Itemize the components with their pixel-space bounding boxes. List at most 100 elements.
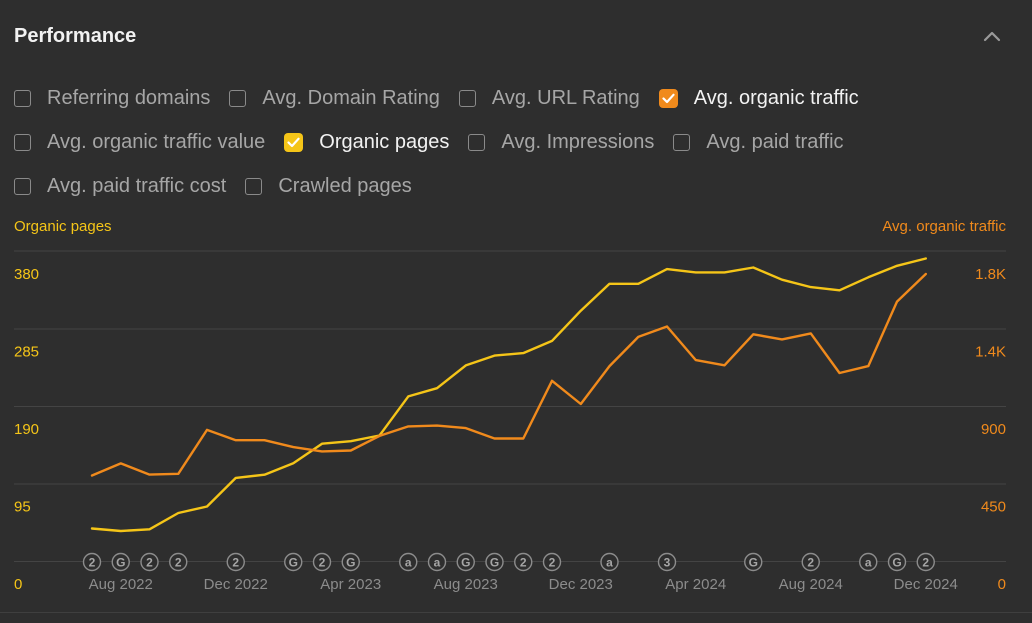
annotation-symbol: 3 xyxy=(664,556,671,570)
metric-checkbox-group: Referring domains Avg. Domain Rating Avg. … xyxy=(14,76,878,208)
metric-checkbox-avg-impressions[interactable]: Avg. Impressions xyxy=(468,131,654,154)
checkbox-checked-icon xyxy=(284,132,304,152)
annotation-circle xyxy=(82,552,102,572)
annotation-circle xyxy=(600,552,619,572)
collapse-button[interactable] xyxy=(978,22,1006,50)
panel-divider xyxy=(0,612,1032,613)
annotation-symbol: a xyxy=(405,556,412,570)
annotation-circle xyxy=(312,552,332,572)
right-axis-title: Avg. organic traffic xyxy=(882,218,1006,235)
metric-checkbox-label: Avg. paid traffic xyxy=(706,130,844,153)
annotation-marker[interactable]: G xyxy=(111,552,130,572)
annotation-symbol: G xyxy=(346,556,355,570)
annotation-symbol: a xyxy=(434,556,441,570)
x-axis-tick-label: Aug 2022 xyxy=(89,576,153,593)
metric-checkbox-avg-paid-traffic[interactable]: Avg. paid traffic xyxy=(673,130,844,154)
annotation-marker[interactable]: 2 xyxy=(514,552,533,572)
metric-checkbox-label: Organic pages xyxy=(319,130,450,153)
annotation-marker[interactable]: 2 xyxy=(169,552,188,572)
metric-checkbox-crawled-pages[interactable]: Crawled pages xyxy=(245,174,412,198)
annotation-symbol: 2 xyxy=(520,556,527,570)
annotation-circle xyxy=(284,552,303,572)
annotation-symbol: 2 xyxy=(175,556,182,570)
checkbox-empty-icon xyxy=(673,133,691,151)
organic-pages-line xyxy=(90,257,927,533)
checkbox-empty-icon xyxy=(14,89,31,107)
metric-checkbox-avg-paid-traffic-cost[interactable]: Avg. paid traffic cost xyxy=(14,175,226,198)
metric-checkbox-label: Avg. Impressions xyxy=(501,130,655,153)
annotation-circle xyxy=(341,552,360,572)
annotation-circle xyxy=(542,552,562,572)
left-axis-tick-label: 380 xyxy=(14,266,39,283)
organic-traffic-line xyxy=(90,272,927,477)
annotation-marker[interactable]: 2 xyxy=(140,552,159,572)
metric-checkbox-avg-organic-traffic[interactable]: Avg. organic traffic xyxy=(658,86,859,110)
annotation-marker[interactable]: G xyxy=(456,552,475,572)
annotation-circle xyxy=(657,552,677,572)
annotation-marker[interactable]: 3 xyxy=(657,552,677,572)
annotation-marker[interactable]: a xyxy=(399,552,418,572)
annotation-symbol: 2 xyxy=(807,556,814,570)
metric-checkbox-avg-url-rating[interactable]: Avg. URL Rating xyxy=(458,87,640,110)
right-axis-tick-label: 900 xyxy=(981,421,1006,438)
annotation-marker[interactable]: G xyxy=(485,552,504,572)
annotation-symbol: 2 xyxy=(922,556,929,570)
metric-checkbox-organic-pages[interactable]: Organic pages xyxy=(284,131,449,154)
metric-checkbox-avg-organic-traffic-value[interactable]: Avg. organic traffic value xyxy=(14,131,265,154)
annotation-circle xyxy=(226,552,245,572)
annotation-marker[interactable]: 2 xyxy=(916,552,935,572)
annotation-symbol: 2 xyxy=(89,556,96,570)
x-axis-tick-label: Dec 2023 xyxy=(549,576,613,593)
checkbox-empty-icon xyxy=(229,89,247,107)
annotation-circle xyxy=(427,552,447,572)
annotation-marker[interactable]: G xyxy=(887,552,907,572)
left-axis-tick-label: 285 xyxy=(14,344,39,361)
x-axis-tick-label: Apr 2023 xyxy=(320,576,381,593)
annotation-marker[interactable]: 2 xyxy=(542,552,562,572)
metric-checkbox-label: Avg. organic traffic xyxy=(693,86,859,109)
annotation-circle xyxy=(859,552,878,572)
annotation-circle xyxy=(399,552,418,572)
checkbox-empty-icon xyxy=(14,133,31,151)
metric-checkbox-label: Avg. paid traffic cost xyxy=(47,174,227,197)
annotation-symbol: a xyxy=(606,556,613,570)
right-axis-tick-label: 1.4K xyxy=(975,344,1006,361)
x-axis-tick-label: Aug 2024 xyxy=(779,576,843,593)
annotation-marker[interactable]: 2 xyxy=(801,552,820,572)
annotation-marker[interactable]: G xyxy=(341,552,360,572)
annotation-marker[interactable]: G xyxy=(744,552,763,572)
metric-row: Referring domains Avg. Domain Rating Avg. … xyxy=(14,76,878,120)
annotation-marker[interactable]: 2 xyxy=(312,552,332,572)
right-axis-tick-label: 0 xyxy=(998,576,1006,593)
annotation-circle xyxy=(456,552,475,572)
panel-title: Performance xyxy=(14,25,137,47)
metric-checkbox-avg-domain-rating[interactable]: Avg. Domain Rating xyxy=(229,87,440,110)
annotation-symbol: G xyxy=(461,556,470,570)
annotation-symbol: 2 xyxy=(232,556,239,570)
annotation-marker[interactable]: a xyxy=(427,552,447,572)
metric-checkbox-label: Crawled pages xyxy=(278,174,412,197)
annotation-symbol: a xyxy=(865,556,872,570)
annotation-circle xyxy=(744,552,763,572)
left-axis-tick-label: 0 xyxy=(14,576,22,593)
annotation-marker[interactable]: G xyxy=(284,552,303,572)
annotation-circle xyxy=(916,552,935,572)
left-axis-title: Organic pages xyxy=(14,218,112,235)
chevron-up-icon xyxy=(983,31,1001,42)
annotation-circle xyxy=(485,552,504,572)
x-axis-tick-label: Dec 2024 xyxy=(894,576,958,593)
metric-checkbox-referring-domains[interactable]: Referring domains xyxy=(14,87,210,110)
annotation-marker[interactable]: a xyxy=(859,552,878,572)
metric-checkbox-label: Referring domains xyxy=(47,86,211,109)
checkbox-empty-icon xyxy=(14,177,31,195)
checkbox-checked-icon xyxy=(658,88,678,108)
annotation-circle xyxy=(169,552,188,572)
annotation-marker[interactable]: a xyxy=(600,552,619,572)
left-axis-tick-label: 190 xyxy=(14,421,39,438)
x-axis-tick-label: Apr 2024 xyxy=(665,576,726,593)
annotation-marker[interactable]: 2 xyxy=(226,552,245,572)
metric-row: Avg. organic traffic value Organic pages A… xyxy=(14,120,878,164)
annotation-marker[interactable]: 2 xyxy=(82,552,102,572)
